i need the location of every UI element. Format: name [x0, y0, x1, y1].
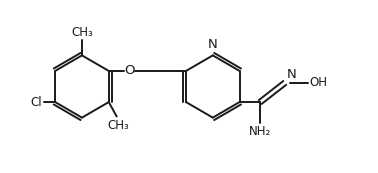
Text: NH₂: NH₂ [249, 125, 271, 138]
Text: Cl: Cl [31, 95, 42, 109]
Text: OH: OH [309, 76, 327, 89]
Text: N: N [287, 68, 297, 81]
Text: CH₃: CH₃ [108, 119, 130, 132]
Text: O: O [124, 64, 135, 78]
Text: CH₃: CH₃ [71, 26, 93, 39]
Text: N: N [208, 38, 218, 51]
